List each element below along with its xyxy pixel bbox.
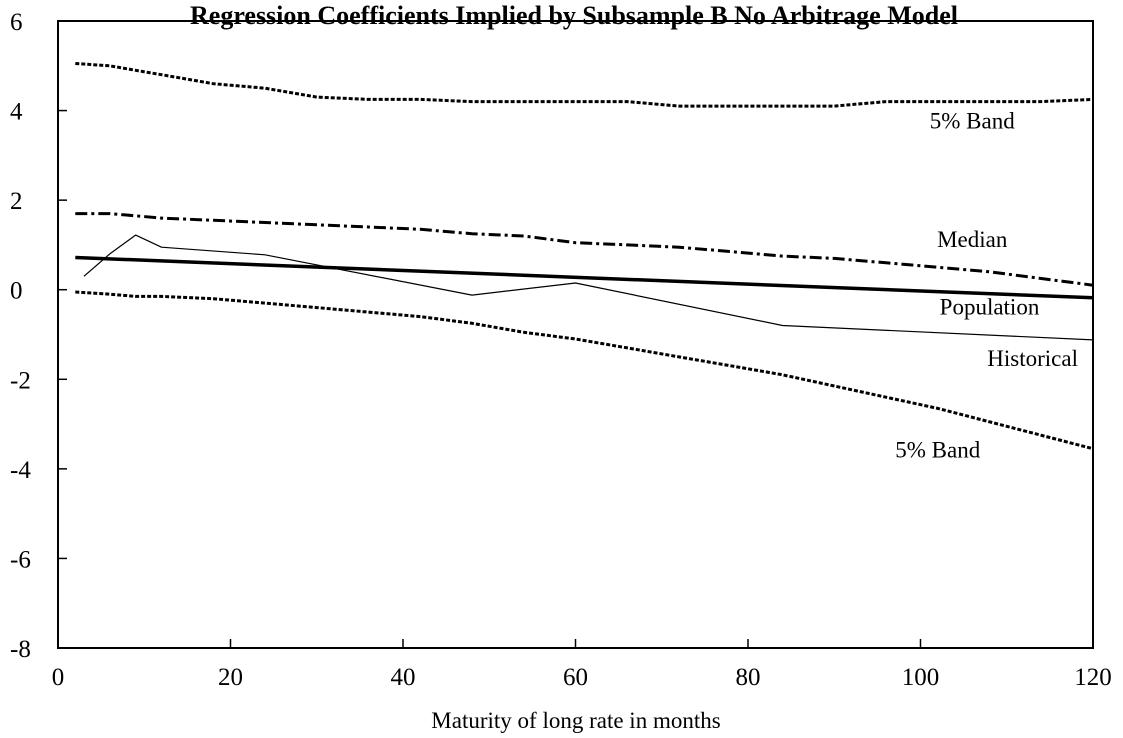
- axis-ticks: 0 20 40 60 80 100 120 -8 -6 -4 -2 0 2 4 6: [10, 9, 1112, 691]
- y-tick-label: 6: [10, 9, 23, 36]
- series-line-historical-3: [83, 234, 1094, 341]
- y-tick-label: 0: [10, 278, 23, 305]
- series-label: 5% Band: [895, 438, 980, 463]
- y-tick-label: 2: [10, 188, 23, 215]
- x-tick-label: 20: [218, 664, 243, 691]
- y-tick-label: -8: [10, 636, 31, 663]
- y-tick-label: -6: [10, 546, 31, 573]
- series-line-5-band-4: [75, 290, 1094, 451]
- chart-title: Regression Coefficients Implied by Subsa…: [190, 1, 958, 30]
- y-tick-label: 4: [10, 99, 23, 126]
- series-lines: [75, 62, 1094, 451]
- series-line-median-1: [75, 212, 1094, 287]
- series-label: Historical: [987, 346, 1078, 371]
- x-axis-label: Maturity of long rate in months: [431, 708, 720, 733]
- x-tick-label: 100: [902, 664, 940, 691]
- x-tick-label: 80: [736, 664, 761, 691]
- x-tick-label: 40: [391, 664, 416, 691]
- series-label: Population: [940, 294, 1040, 319]
- x-tick-label: 0: [52, 664, 65, 691]
- series-line-5-band-0: [75, 62, 1094, 108]
- x-tick-label: 120: [1074, 664, 1112, 691]
- y-tick-label: -4: [10, 457, 31, 484]
- y-tick-label: -2: [10, 367, 31, 394]
- series-label: 5% Band: [930, 108, 1015, 133]
- series-labels: 5% Band Median Population Historical 5% Band: [895, 108, 1078, 462]
- series-label: Median: [937, 227, 1008, 252]
- x-tick-label: 60: [563, 664, 588, 691]
- series-line-population-2: [75, 255, 1094, 300]
